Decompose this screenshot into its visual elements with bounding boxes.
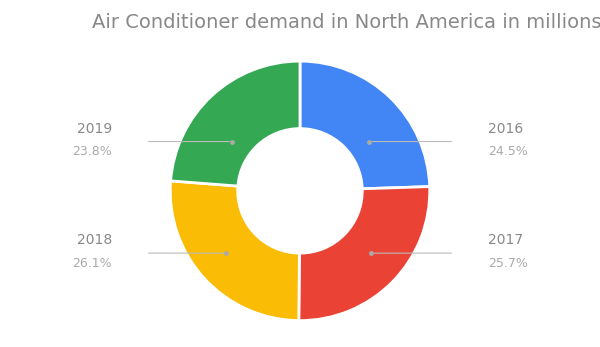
Text: 2019: 2019 <box>77 121 112 136</box>
Wedge shape <box>300 61 430 189</box>
Text: 23.8%: 23.8% <box>72 145 112 159</box>
Wedge shape <box>170 61 300 186</box>
Text: 2016: 2016 <box>488 121 523 136</box>
Wedge shape <box>170 181 299 321</box>
Text: 2017: 2017 <box>488 233 523 247</box>
Text: 2018: 2018 <box>77 233 112 247</box>
Text: 24.5%: 24.5% <box>488 145 528 159</box>
Text: 26.1%: 26.1% <box>72 257 112 270</box>
Text: Air Conditioner demand in North America in millions of units: Air Conditioner demand in North America … <box>92 13 600 32</box>
Text: 25.7%: 25.7% <box>488 257 528 270</box>
Wedge shape <box>299 187 430 321</box>
